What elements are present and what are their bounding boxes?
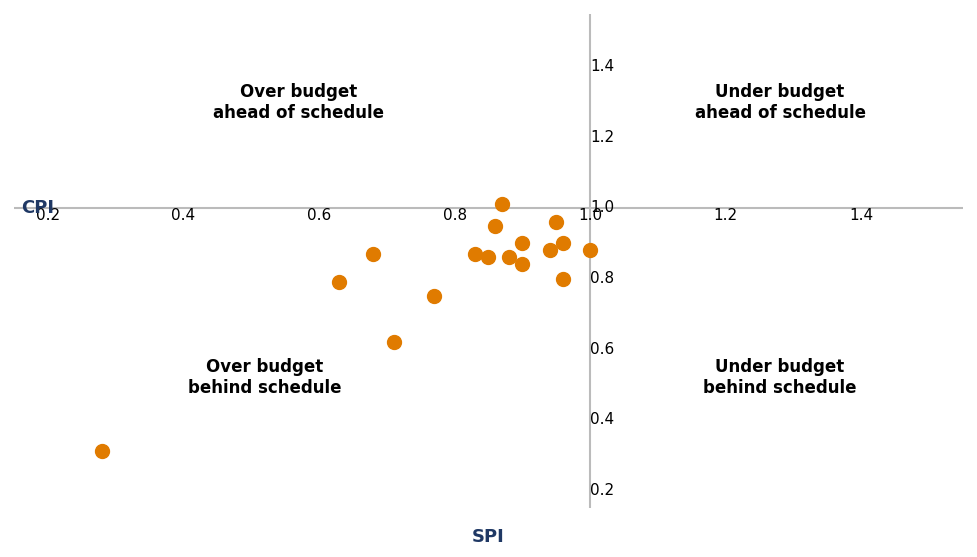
Text: SPI: SPI — [472, 527, 505, 546]
Text: 0.8: 0.8 — [443, 208, 467, 223]
Point — [467, 250, 483, 258]
Point — [555, 239, 571, 248]
Point — [501, 253, 517, 262]
Point — [365, 250, 381, 258]
Point — [582, 246, 598, 255]
Point — [494, 200, 510, 209]
Point — [386, 338, 402, 346]
Text: 0.6: 0.6 — [590, 341, 615, 356]
Text: 0.2: 0.2 — [590, 483, 615, 498]
Text: 0.4: 0.4 — [590, 412, 615, 427]
Text: 0.6: 0.6 — [307, 208, 331, 223]
Point — [488, 221, 503, 230]
Text: Under budget
behind schedule: Under budget behind schedule — [703, 358, 857, 397]
Text: 1.0: 1.0 — [590, 201, 615, 216]
Text: 0.2: 0.2 — [36, 208, 60, 223]
Text: CPI: CPI — [21, 199, 54, 217]
Point — [515, 239, 531, 248]
Point — [481, 253, 496, 262]
Text: 1.4: 1.4 — [849, 208, 873, 223]
Text: 1.2: 1.2 — [714, 208, 738, 223]
Point — [426, 292, 442, 301]
Point — [331, 277, 347, 286]
Point — [541, 246, 557, 255]
Text: Over budget
behind schedule: Over budget behind schedule — [188, 358, 342, 397]
Text: 1.4: 1.4 — [590, 60, 615, 74]
Text: 1.0: 1.0 — [578, 208, 602, 223]
Point — [555, 274, 571, 283]
Text: Over budget
ahead of schedule: Over budget ahead of schedule — [213, 83, 384, 121]
Point — [515, 260, 531, 269]
Text: 0.8: 0.8 — [590, 271, 615, 286]
Text: 1.2: 1.2 — [590, 130, 615, 145]
Text: Under budget
ahead of schedule: Under budget ahead of schedule — [695, 83, 866, 121]
Point — [548, 218, 564, 227]
Point — [94, 447, 109, 456]
Text: 0.4: 0.4 — [171, 208, 195, 223]
